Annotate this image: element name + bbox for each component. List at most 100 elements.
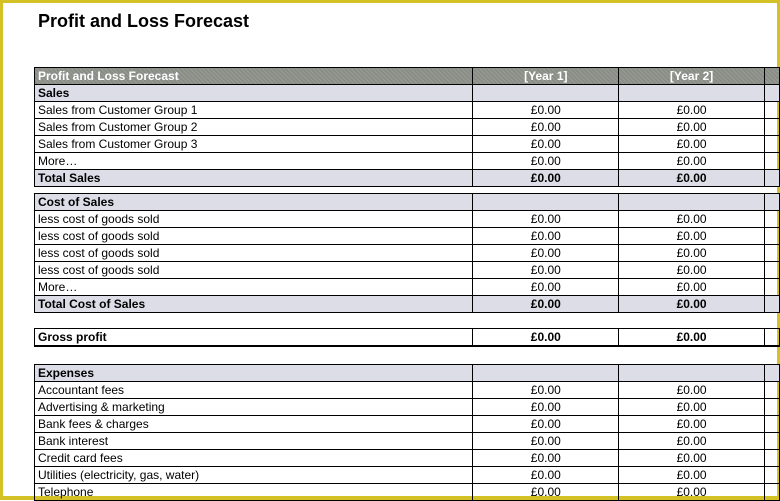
section-heading-expenses: Expenses [33,364,474,382]
table-row: less cost of goods sold £0.00 £0.00 [33,227,780,245]
section-heading-cost-of-sales: Cost of Sales [33,193,474,211]
spacer-row [34,345,780,365]
year1-cell[interactable]: £0.00 [472,381,620,399]
year2-cell[interactable]: £0.00 [618,415,765,433]
section-heading-sales: Sales [33,84,474,102]
empty-cell [618,364,765,382]
section-heading-row: Cost of Sales [33,193,780,211]
year2-cell[interactable]: £0.00 [618,398,765,416]
year2-cell[interactable]: £0.00 [618,432,765,450]
empty-cell [763,135,780,153]
table-row: Bank interest £0.00 £0.00 [33,432,780,450]
year1-cell[interactable]: £0.00 [472,152,620,170]
year2-cell[interactable]: £0.00 [618,227,765,245]
year2-cell[interactable]: £0.00 [618,261,765,279]
empty-cell [618,84,765,102]
row-label[interactable]: Bank interest [33,432,474,450]
header-year1[interactable]: [Year 1] [472,67,620,85]
year2-cell[interactable]: £0.00 [618,152,765,170]
row-label[interactable]: Advertising & marketing [33,398,474,416]
table-row: Accountant fees £0.00 £0.00 [33,381,780,399]
spacer-row [34,312,780,329]
year1-cell[interactable]: £0.00 [472,244,620,262]
empty-cell [763,278,780,296]
year1-cell[interactable]: £0.00 [472,210,620,228]
year2-cell[interactable]: £0.00 [618,449,765,467]
table-row: Sales from Customer Group 2 £0.00 £0.00 [33,118,780,136]
table-row: Sales from Customer Group 1 £0.00 £0.00 [33,101,780,119]
section-heading-row: Expenses [33,364,780,382]
total-row: Total Cost of Sales £0.00 £0.00 [33,295,780,313]
table-row: Credit card fees £0.00 £0.00 [33,449,780,467]
year1-cell[interactable]: £0.00 [472,415,620,433]
year1-cell[interactable]: £0.00 [472,101,620,119]
row-label[interactable]: Utilities (electricity, gas, water) [33,466,474,484]
year2-cell[interactable]: £0.00 [618,381,765,399]
table-row: Sales from Customer Group 3 £0.00 £0.00 [33,135,780,153]
row-label[interactable]: Sales from Customer Group 3 [33,135,474,153]
year1-cell[interactable]: £0.00 [472,135,620,153]
row-label[interactable]: Accountant fees [33,381,474,399]
gross-profit-year1[interactable]: £0.00 [472,328,620,347]
table-row: less cost of goods sold £0.00 £0.00 [33,261,780,279]
row-label[interactable]: Sales from Customer Group 1 [33,101,474,119]
row-label[interactable]: Credit card fees [33,449,474,467]
row-label[interactable]: less cost of goods sold [33,244,474,262]
row-label[interactable]: Telephone [33,483,474,501]
table-header-row: Profit and Loss Forecast [Year 1] [Year … [33,67,780,85]
total-row: Total Sales £0.00 £0.00 [33,169,780,187]
row-label[interactable]: less cost of goods sold [33,210,474,228]
empty-cell [763,466,780,484]
empty-cell [763,483,780,501]
year1-cell[interactable]: £0.00 [472,278,620,296]
year2-cell[interactable]: £0.00 [618,135,765,153]
table-row: More… £0.00 £0.00 [33,152,780,170]
table-row: Advertising & marketing £0.00 £0.00 [33,398,780,416]
header-label: Profit and Loss Forecast [33,67,474,85]
year2-cell[interactable]: £0.00 [618,466,765,484]
year1-cell[interactable]: £0.00 [472,483,620,501]
empty-cell [763,193,780,211]
year2-cell[interactable]: £0.00 [618,210,765,228]
section-heading-row: Sales [33,84,780,102]
total-sales-year1[interactable]: £0.00 [472,169,620,187]
table-row: less cost of goods sold £0.00 £0.00 [33,210,780,228]
year1-cell[interactable]: £0.00 [472,118,620,136]
year1-cell[interactable]: £0.00 [472,466,620,484]
profit-loss-table: Profit and Loss Forecast [Year 1] [Year … [33,67,780,501]
year1-cell[interactable]: £0.00 [472,261,620,279]
empty-cell [763,449,780,467]
year1-cell[interactable]: £0.00 [472,398,620,416]
row-label[interactable]: less cost of goods sold [33,227,474,245]
empty-cell [763,432,780,450]
gross-profit-year2[interactable]: £0.00 [618,328,765,347]
total-cost-year1[interactable]: £0.00 [472,295,620,313]
year2-cell[interactable]: £0.00 [618,278,765,296]
year2-cell[interactable]: £0.00 [618,244,765,262]
empty-cell [472,364,620,382]
total-cost-of-sales-label: Total Cost of Sales [33,295,474,313]
empty-cell [763,261,780,279]
row-label[interactable]: More… [33,278,474,296]
empty-cell [763,227,780,245]
total-sales-year2[interactable]: £0.00 [618,169,765,187]
empty-cell [763,84,780,102]
row-label[interactable]: less cost of goods sold [33,261,474,279]
year2-cell[interactable]: £0.00 [618,483,765,501]
empty-cell [472,84,620,102]
row-label[interactable]: Sales from Customer Group 2 [33,118,474,136]
row-label[interactable]: More… [33,152,474,170]
empty-cell [763,295,780,313]
row-label[interactable]: Bank fees & charges [33,415,474,433]
year2-cell[interactable]: £0.00 [618,118,765,136]
year1-cell[interactable]: £0.00 [472,227,620,245]
year2-cell[interactable]: £0.00 [618,101,765,119]
year1-cell[interactable]: £0.00 [472,432,620,450]
header-year2[interactable]: [Year 2] [618,67,765,85]
header-extra-cell [763,67,780,85]
empty-cell [472,193,620,211]
spacer-row [34,186,780,194]
table-row: Utilities (electricity, gas, water) £0.0… [33,466,780,484]
year1-cell[interactable]: £0.00 [472,449,620,467]
total-cost-year2[interactable]: £0.00 [618,295,765,313]
